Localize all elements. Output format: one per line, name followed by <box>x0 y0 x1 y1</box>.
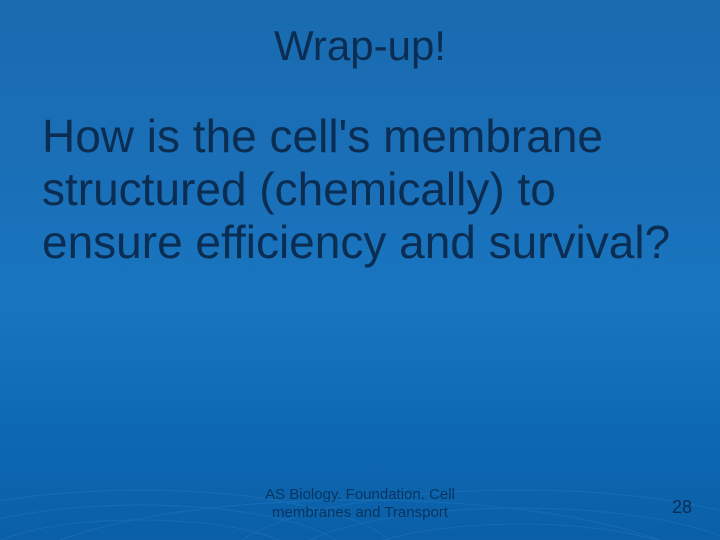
page-number: 28 <box>672 497 692 518</box>
footer-caption: AS Biology. Foundation. Cell membranes a… <box>265 486 455 522</box>
slide-title: Wrap-up! <box>0 0 720 70</box>
footer-line-1: AS Biology. Foundation. Cell <box>265 486 455 503</box>
footer-line-2: membranes and Transport <box>272 504 448 521</box>
slide-body-text: How is the cell's membrane structured (c… <box>42 110 678 269</box>
